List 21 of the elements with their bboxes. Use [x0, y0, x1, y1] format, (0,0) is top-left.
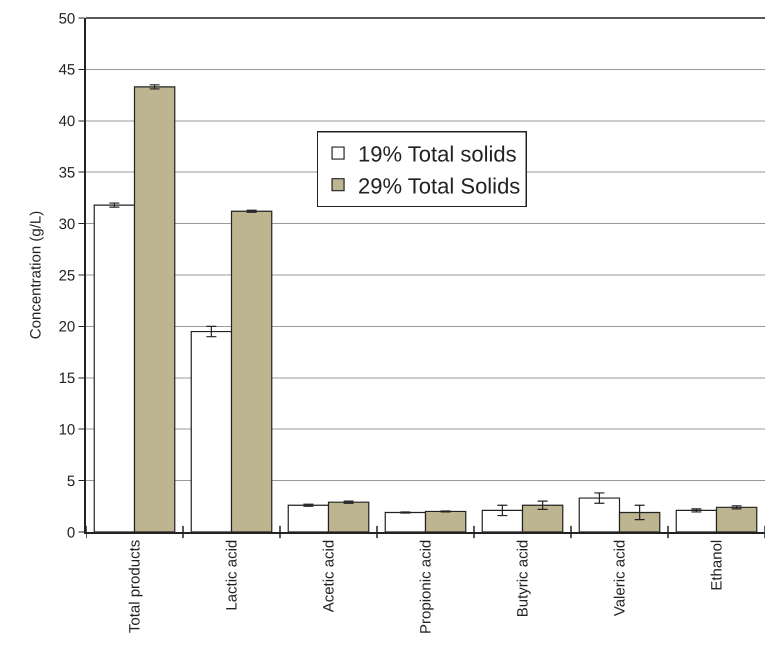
- y-tick-label: 5: [66, 472, 76, 490]
- x-tick-label: Lactic acid: [223, 540, 240, 611]
- legend-label: 29% Total Solids: [358, 173, 520, 198]
- y-axis-title: Concentration (g/L): [27, 210, 44, 340]
- x-tick-label: Propionic acid: [417, 540, 434, 634]
- x-tick-label: Acetic acid: [320, 540, 338, 612]
- y-tick-label: 0: [66, 524, 76, 542]
- y-tick-label: 20: [58, 318, 76, 336]
- y-tick-label: 35: [58, 164, 76, 182]
- y-tick-label: 25: [58, 267, 76, 284]
- x-tick-label: Ethanol: [708, 540, 726, 591]
- y-tick-label: 45: [58, 62, 76, 79]
- y-tick-label: 10: [58, 421, 76, 438]
- y-tick-label: 30: [58, 216, 76, 233]
- x-tick-label: Total products: [126, 540, 144, 634]
- y-tick-label: 40: [58, 113, 76, 130]
- legend-label: 19% Total solids: [358, 142, 517, 167]
- x-tick-label: Valeric acid: [611, 540, 628, 616]
- y-tick-label: 15: [58, 370, 76, 388]
- y-tick-label: 50: [58, 10, 76, 28]
- x-tick-label: Butyric acid: [514, 540, 532, 618]
